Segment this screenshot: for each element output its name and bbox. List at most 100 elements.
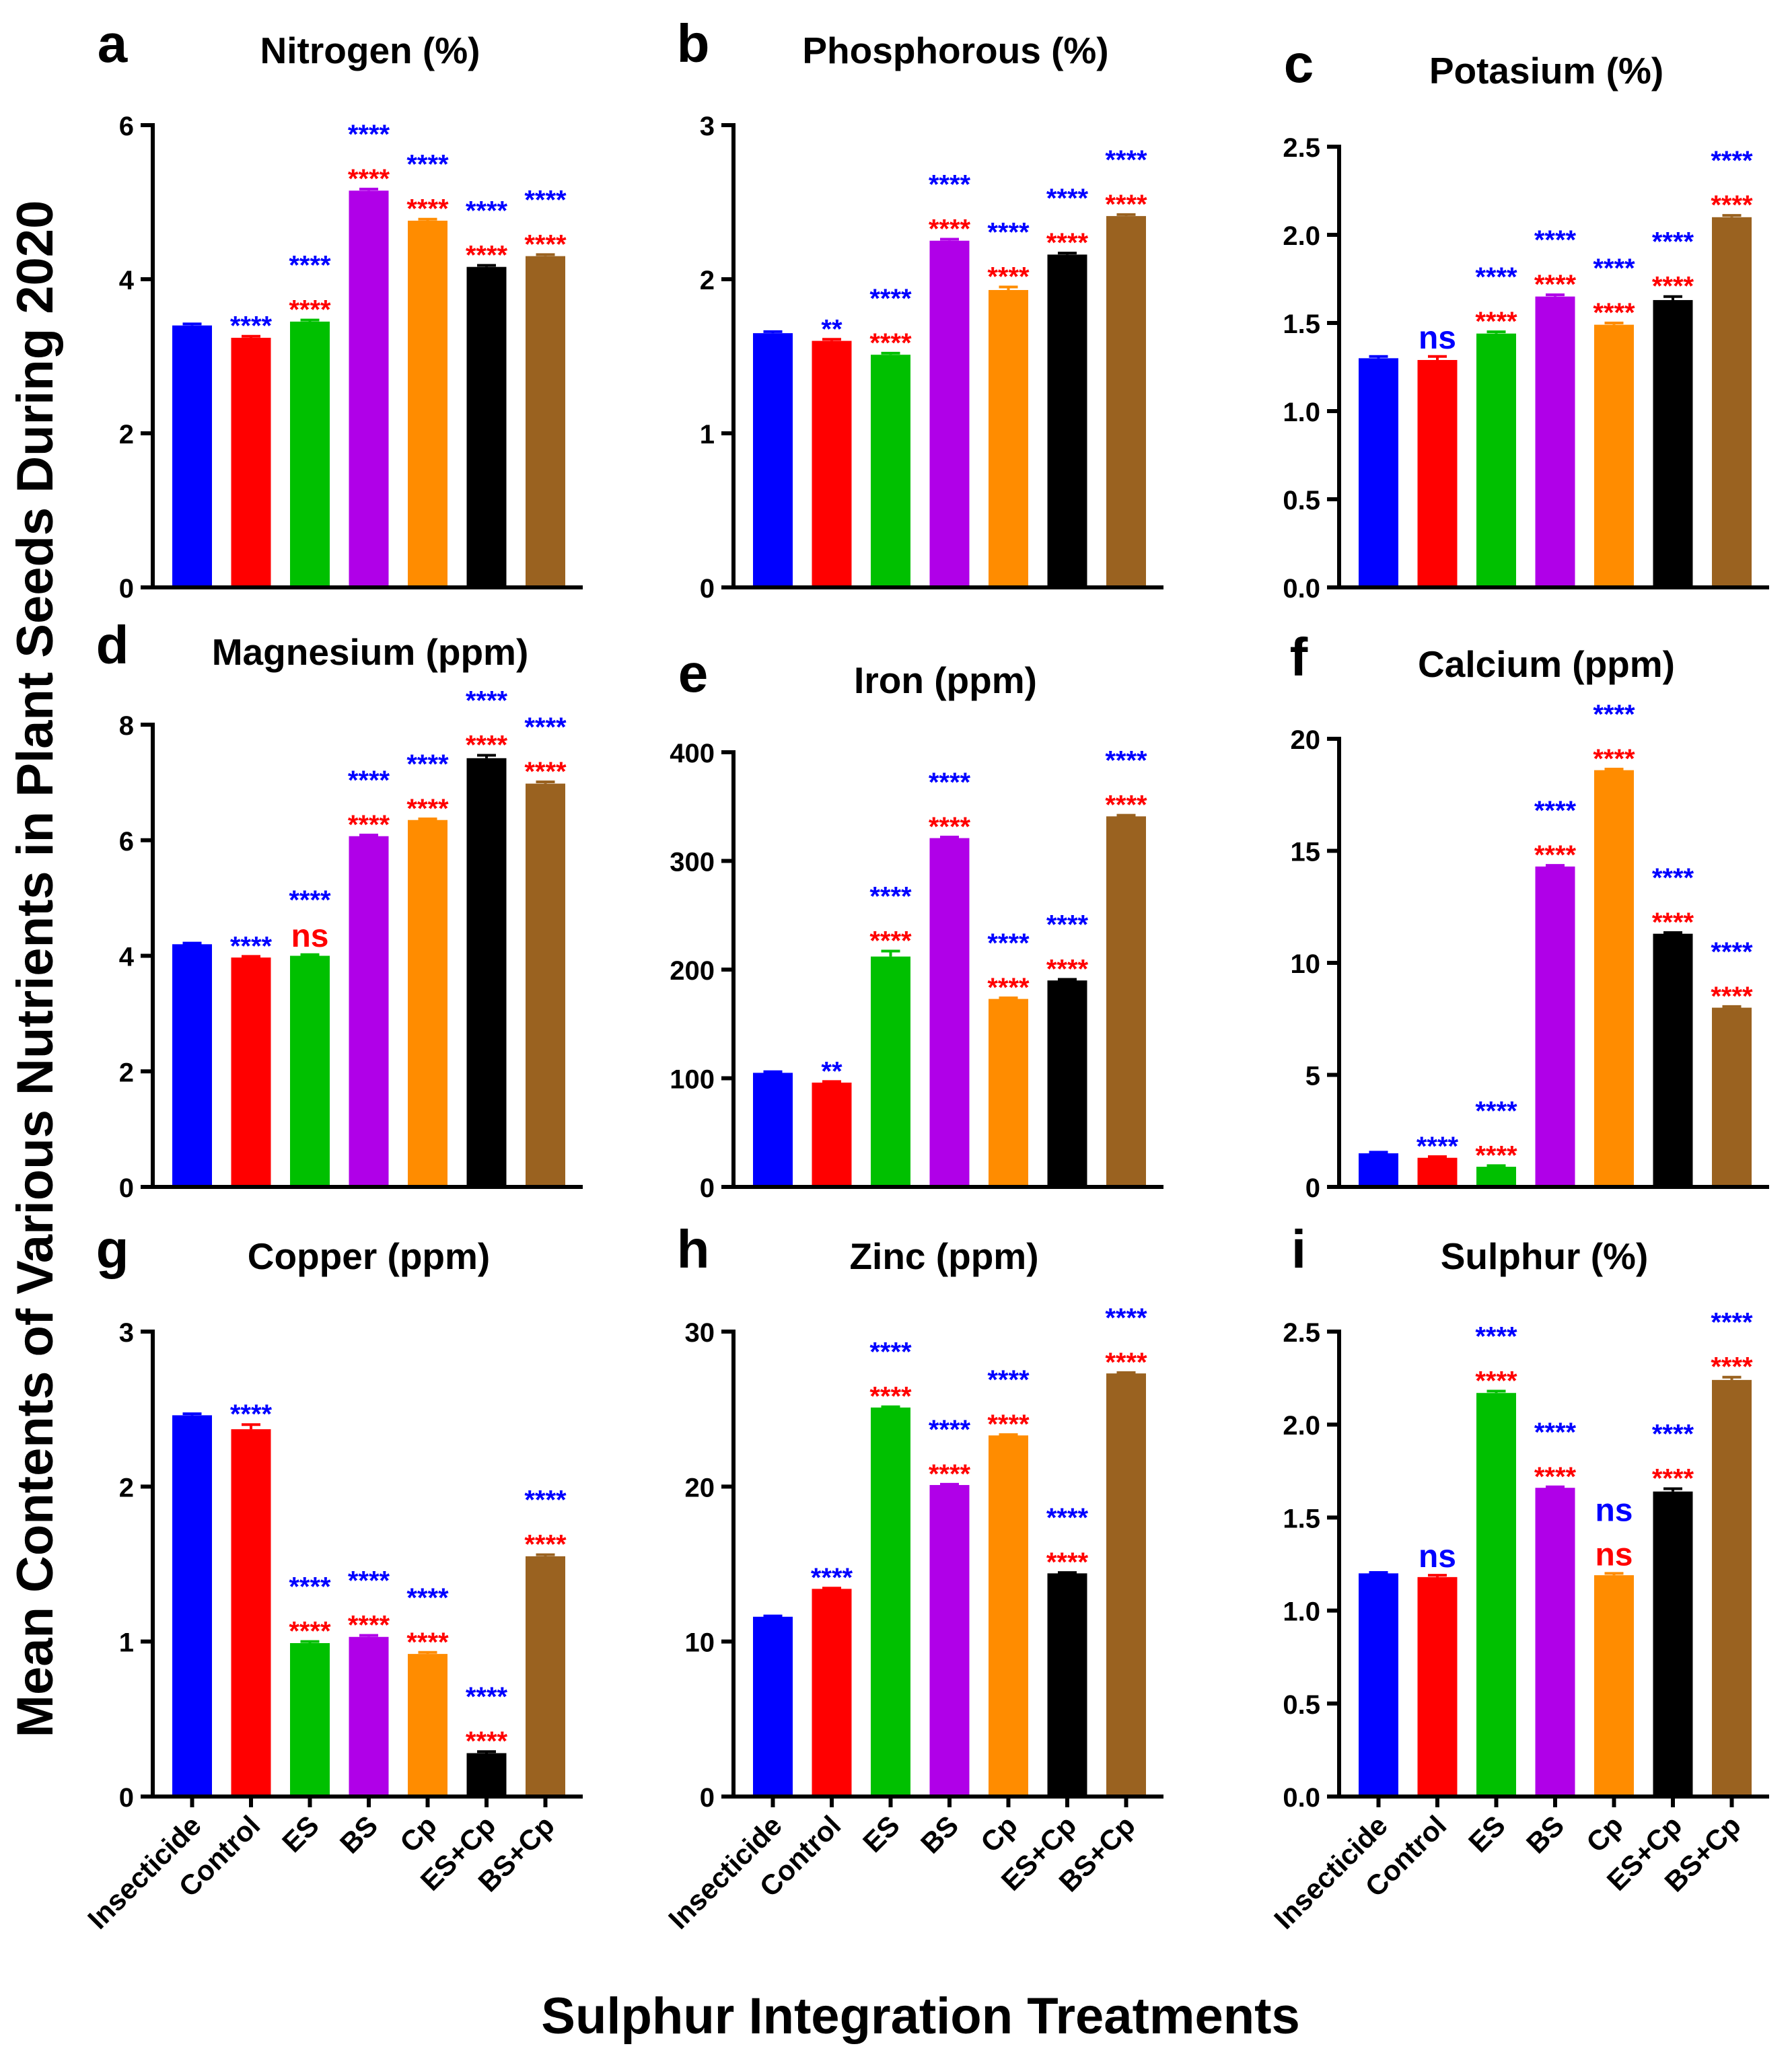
sig-red-d: **** — [406, 794, 449, 824]
y-tick-label-g: 0 — [119, 1783, 134, 1813]
bar-f-Cp — [1594, 770, 1634, 1187]
y-tick-label-i: 2.0 — [1283, 1411, 1320, 1441]
sig-red-e: **** — [987, 973, 1030, 1003]
panel-i: i Sulphur (%) 0.0 0.5 1.0 1.5 2.0 2.5 ns **** ****… — [1268, 1219, 1769, 1935]
sig-blue-b: ** — [821, 314, 843, 344]
y-tick-label-f: 5 — [1305, 1062, 1320, 1091]
bar-b-Control — [812, 340, 852, 587]
bar-a-Cp — [408, 220, 447, 588]
bar-a-Control — [231, 338, 271, 587]
bar-i-Control — [1417, 1577, 1458, 1797]
sig-blue-h: **** — [929, 1415, 971, 1445]
sig-blue-e: **** — [987, 929, 1030, 958]
sig-red-c: **** — [1652, 272, 1694, 301]
x-tick-label-i: BS — [1520, 1809, 1571, 1860]
panel-title-f: Calcium (ppm) — [1418, 643, 1675, 685]
sig-blue-h: **** — [987, 1365, 1030, 1395]
sig-blue-h: **** — [811, 1563, 853, 1593]
panel-c: c Potasium (%) 0.0 0.5 1.0 1.5 2.0 2.5 ns **** ***… — [1283, 34, 1769, 604]
y-tick-label-c: 2.0 — [1283, 221, 1320, 251]
bar-f-Insecticide — [1359, 1153, 1398, 1187]
sig-red-g: **** — [466, 1727, 508, 1756]
panel-title-c: Potasium (%) — [1429, 50, 1663, 92]
y-tick-label-f: 15 — [1291, 838, 1321, 867]
y-tick-label-d: 8 — [119, 711, 134, 741]
x-tick-label-h: BS — [915, 1809, 965, 1860]
sig-red-d: **** — [348, 810, 390, 840]
sig-blue-c: **** — [1534, 225, 1577, 255]
sig-blue-b: **** — [1105, 145, 1147, 175]
bar-f-ES+Cp — [1653, 933, 1693, 1187]
panel-letter-a: a — [98, 13, 128, 73]
bar-i-Cp — [1594, 1575, 1634, 1797]
bar-e-Cp — [989, 999, 1028, 1187]
sig-blue-b: **** — [987, 217, 1030, 247]
bar-h-ES — [871, 1407, 910, 1797]
sig-blue-g: **** — [466, 1682, 508, 1712]
x-tick-label-g: Cp — [394, 1809, 443, 1858]
panel-e: e Iron (ppm)0100200300400****************… — [670, 643, 1163, 1203]
bar-g-BS — [349, 1636, 389, 1797]
sig-red-a: **** — [406, 194, 449, 224]
y-tick-label-e: 400 — [670, 739, 715, 768]
bar-c-Insecticide — [1359, 358, 1398, 587]
y-tick-label-a: 0 — [119, 574, 134, 604]
sig-blue-a: **** — [289, 251, 331, 281]
y-tick-label-d: 0 — [119, 1173, 134, 1203]
sig-blue-e: **** — [1046, 910, 1089, 940]
y-tick-label-f: 20 — [1291, 725, 1321, 755]
panel-title-e: Iron (ppm) — [854, 659, 1037, 701]
bar-g-Insecticide — [172, 1415, 212, 1797]
y-tick-label-a: 6 — [119, 112, 134, 141]
bar-d-Control — [231, 957, 271, 1187]
sig-blue-i: ns — [1419, 1539, 1456, 1574]
y-tick-label-i: 0.0 — [1283, 1783, 1320, 1813]
panel-letter-c: c — [1284, 34, 1314, 94]
sig-red-f: **** — [1534, 840, 1577, 870]
bar-f-ES — [1476, 1167, 1516, 1187]
panel-h: h Zinc (ppm) 0 10 20 30 **** **** **** **** **** **… — [662, 1219, 1163, 1935]
y-tick-label-c: 1.0 — [1283, 398, 1320, 427]
sig-red-e: **** — [1046, 955, 1089, 984]
bar-a-ES+Cp — [466, 266, 507, 587]
sig-blue-i: **** — [1475, 1321, 1517, 1351]
y-tick-label-g: 3 — [119, 1318, 134, 1348]
sig-blue-a: **** — [524, 185, 567, 215]
sig-blue-i: **** — [1534, 1418, 1577, 1447]
sig-blue-b: **** — [1046, 184, 1089, 213]
bar-e-Insecticide — [753, 1073, 793, 1187]
y-tick-label-d: 2 — [119, 1058, 134, 1087]
bar-d-BS — [349, 836, 389, 1187]
figure-y-axis-label: Mean Contents of Various Nutrients in Pl… — [7, 201, 64, 1738]
bar-d-ES+Cp — [466, 758, 507, 1187]
sig-red-h: **** — [929, 1459, 971, 1489]
bar-g-Control — [231, 1429, 271, 1797]
panel-f: f Calcium (ppm) 0 5 10 15 20 **** **** **** **** **… — [1290, 627, 1769, 1203]
bar-h-Control — [812, 1589, 852, 1797]
y-tick-label-f: 0 — [1305, 1173, 1320, 1203]
panel-title-i: Sulphur (%) — [1441, 1235, 1649, 1277]
bar-g-Cp — [408, 1654, 447, 1797]
y-tick-label-a: 2 — [119, 420, 134, 449]
bar-b-BS+Cp — [1106, 216, 1146, 587]
bar-e-Control — [812, 1082, 852, 1187]
bar-b-Cp — [989, 290, 1028, 587]
sig-blue-e: **** — [1105, 746, 1147, 776]
sig-blue-a: **** — [406, 150, 449, 180]
y-tick-label-i: 0.5 — [1283, 1690, 1320, 1720]
panel-title-g: Copper (ppm) — [248, 1235, 491, 1277]
sig-blue-i: ns — [1595, 1492, 1633, 1528]
bar-c-Control — [1417, 360, 1458, 587]
sig-red-e: **** — [869, 927, 912, 956]
sig-blue-f: **** — [1534, 796, 1577, 826]
sig-blue-i: **** — [1711, 1308, 1753, 1338]
sig-blue-c: **** — [1593, 254, 1635, 283]
sig-blue-d: **** — [524, 713, 567, 742]
bar-a-ES — [290, 321, 330, 587]
bar-a-BS — [349, 190, 389, 587]
sig-blue-h: **** — [1105, 1303, 1147, 1333]
bar-c-BS+Cp — [1712, 217, 1752, 587]
sig-blue-f: **** — [1652, 863, 1694, 893]
